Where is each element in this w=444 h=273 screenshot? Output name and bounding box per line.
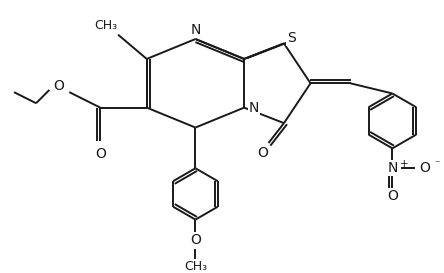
Text: N: N xyxy=(249,101,259,115)
Text: ⁻: ⁻ xyxy=(434,160,440,170)
Text: O: O xyxy=(387,189,398,203)
Text: CH₃: CH₃ xyxy=(95,19,118,32)
Text: S: S xyxy=(288,31,296,45)
Text: N: N xyxy=(387,161,397,175)
Text: O: O xyxy=(419,161,430,175)
Text: N: N xyxy=(190,23,201,37)
Text: +: + xyxy=(400,159,409,169)
Text: O: O xyxy=(190,233,201,247)
Text: O: O xyxy=(95,147,106,161)
Text: O: O xyxy=(258,146,269,160)
Text: O: O xyxy=(53,79,63,93)
Text: CH₃: CH₃ xyxy=(184,260,207,273)
